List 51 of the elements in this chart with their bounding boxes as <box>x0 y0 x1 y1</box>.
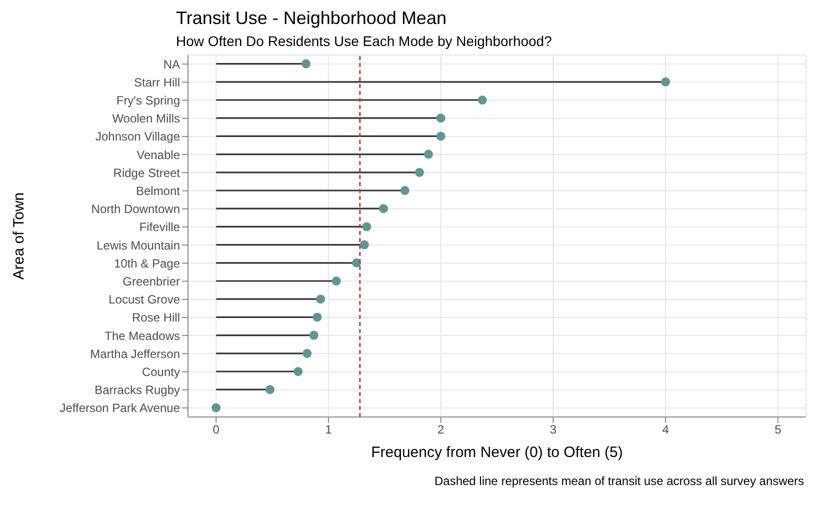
point <box>424 150 433 159</box>
y-tick-label: The Meadows <box>104 328 180 343</box>
y-tick-label: Greenbrier <box>122 274 180 289</box>
y-tick-label: Martha Jefferson <box>90 346 180 361</box>
point <box>362 222 372 232</box>
point <box>379 204 388 214</box>
point <box>414 168 424 177</box>
y-tick-label: Fifeville <box>139 220 180 234</box>
y-tick-label: Fry's Spring <box>116 94 180 108</box>
y-tick-label: Barracks Rugby <box>94 383 180 398</box>
x-tick-label: 1 <box>325 422 332 437</box>
y-tick-label: NA <box>163 57 180 72</box>
point <box>294 367 303 376</box>
y-tick-label: 10th & Page <box>114 256 180 270</box>
chart-title: Transit Use - Neighborhood Mean <box>176 8 448 29</box>
point <box>301 59 310 68</box>
x-axis-title: Frequency from Never (0) to Often (5) <box>371 444 623 461</box>
y-tick-label: Starr Hill <box>134 75 180 90</box>
text: Dashed line represents mean of transit use across all survey answers <box>434 474 804 488</box>
point <box>436 132 446 141</box>
x-tick-label: 3 <box>550 422 557 437</box>
x-tick-label: 4 <box>662 422 670 437</box>
chart-subtitle: How Often Do Residents Use Each Mode by Neighborhood? <box>176 33 553 49</box>
point <box>332 276 341 286</box>
point <box>400 186 410 196</box>
point <box>478 96 487 105</box>
y-axis-title: Area of Town <box>10 192 28 280</box>
y-tick-label: North Downtown <box>91 202 180 216</box>
y-tick-label: Lewis Mountain <box>96 238 180 252</box>
point <box>302 348 312 358</box>
y-tick-label: Jefferson Park Avenue <box>60 401 180 416</box>
point <box>312 312 322 322</box>
point <box>352 258 362 268</box>
y-tick-label: Venable <box>136 148 180 162</box>
y-tick-label: Ridge Street <box>113 166 181 180</box>
point <box>212 403 221 412</box>
point <box>316 294 326 304</box>
point <box>309 330 318 340</box>
y-tick-label: Woolen Mills <box>112 112 180 126</box>
y-tick-label: Johnson Village <box>95 130 180 144</box>
x-tick-label: 2 <box>437 422 444 437</box>
y-tick-label: Rose Hill <box>132 310 180 325</box>
y-tick-label: Belmont <box>136 184 181 198</box>
y-tick-label: County <box>142 365 180 380</box>
point <box>661 77 670 86</box>
point <box>266 385 275 394</box>
point <box>360 240 369 250</box>
point <box>436 114 446 123</box>
x-tick-label: 0 <box>212 422 220 437</box>
x-tick-label: 5 <box>774 422 782 437</box>
y-tick-label: Locust Grove <box>108 292 180 307</box>
